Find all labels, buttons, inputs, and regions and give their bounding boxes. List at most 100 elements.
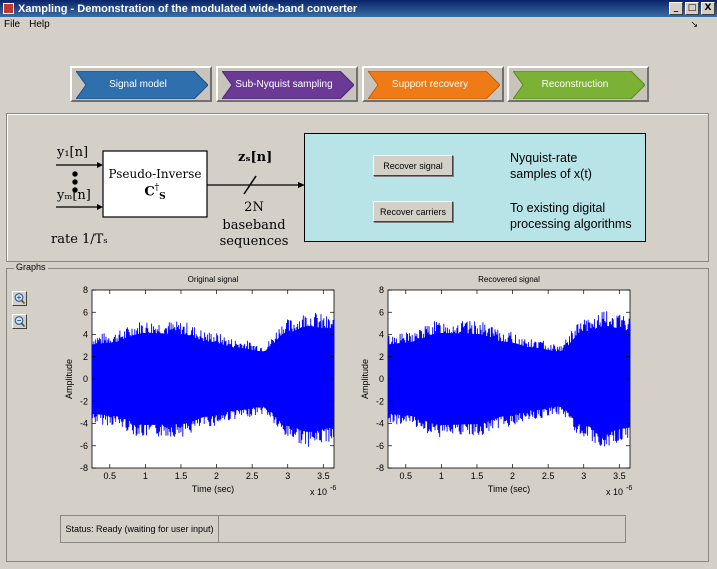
- y-tick-label: 2: [83, 352, 88, 362]
- reconstruction-button[interactable]: Reconstruction: [507, 66, 649, 102]
- y-tick-label: -6: [376, 441, 384, 451]
- support-recovery-arrow: [368, 71, 500, 99]
- result-1-line-1: Nyquist-rate: [510, 151, 578, 165]
- y-tick-label: -4: [376, 419, 384, 429]
- result-2-line-1: To existing digital: [510, 201, 606, 215]
- close-button[interactable]: X: [701, 2, 715, 15]
- y-tick-label: -6: [80, 441, 88, 451]
- zoom-out-button[interactable]: [12, 314, 27, 329]
- x-tick-label: 2: [510, 471, 515, 481]
- x-tick-label: 1.5: [471, 471, 484, 481]
- rate-label: rate 1/Tₛ: [51, 232, 108, 247]
- support-recovery-label: Support recovery: [391, 78, 469, 90]
- x-axis-label: Time (sec): [488, 484, 530, 494]
- graphs-legend: Graphs: [14, 262, 48, 272]
- x-exponent-power: -6: [330, 485, 336, 492]
- x-tick-label: 0.5: [400, 471, 413, 481]
- x-exponent-label: x 10: [606, 487, 623, 497]
- ellipsis-dot-2: [72, 179, 78, 185]
- recover-signal-button[interactable]: Recover signal: [373, 155, 453, 176]
- diagram-panel: [6, 113, 709, 262]
- window-controls: _ □ X: [669, 2, 715, 15]
- status-text: Status: Ready (waiting for user input): [61, 516, 219, 542]
- recover-carriers-button[interactable]: Recover carriers: [373, 201, 453, 222]
- x-axis-label: Time (sec): [192, 484, 234, 494]
- minimize-button[interactable]: _: [669, 2, 683, 15]
- x-tick-label: 3: [285, 471, 290, 481]
- x-exponent-label: x 10: [310, 487, 327, 497]
- menu-help[interactable]: Help: [29, 18, 50, 30]
- window-title: Xampling - Demonstration of the modulate…: [18, 2, 358, 15]
- zoom-out-icon: [14, 316, 26, 328]
- signal-model-label: Signal model: [109, 78, 167, 90]
- output-desc-2: sequences: [219, 234, 289, 249]
- x-exponent-power: -6: [626, 485, 632, 492]
- title-bar: Xampling - Demonstration of the modulate…: [0, 0, 717, 17]
- x-tick-label: 3: [581, 471, 586, 481]
- x-tick-label: 1: [143, 471, 148, 481]
- result-2-text: To existing digital processing algorithm…: [510, 200, 632, 232]
- y-tick-label: 4: [379, 330, 384, 340]
- output-label: zₛ[n]: [238, 150, 273, 165]
- y-tick-label: 0: [379, 374, 384, 384]
- menu-bar: File Help ↘: [0, 17, 717, 31]
- x-tick-label: 1.5: [175, 471, 188, 481]
- result-1-line-2: samples of x(t): [510, 167, 592, 181]
- status-panel: Status: Ready (waiting for user input): [60, 515, 626, 543]
- chart-title: Original signal: [188, 275, 239, 284]
- graphs-panel: [6, 268, 709, 562]
- sub-nyquist-arrow: [222, 71, 354, 99]
- reconstruction-label: Reconstruction: [541, 78, 609, 90]
- signal-model-button[interactable]: Signal model: [70, 66, 212, 102]
- result-1-text: Nyquist-rate samples of x(t): [510, 150, 592, 182]
- signal-model-arrow: [76, 71, 208, 99]
- input-label-bottom: yₘ[n]: [57, 188, 91, 203]
- x-tick-label: 1: [439, 471, 444, 481]
- support-recovery-button[interactable]: Support recovery: [362, 66, 504, 102]
- reconstruction-arrow: [513, 71, 645, 99]
- sub-nyquist-sampling-button[interactable]: Sub-Nyquist sampling: [216, 66, 358, 102]
- dock-icon[interactable]: ↘: [690, 18, 698, 29]
- x-tick-label: 2: [214, 471, 219, 481]
- chart-title: Recovered signal: [478, 275, 540, 284]
- bus-slash: [243, 175, 257, 195]
- y-tick-label: -4: [80, 419, 88, 429]
- y-axis-label: Amplitude: [360, 359, 370, 399]
- result-2-line-2: processing algorithms: [510, 217, 632, 231]
- x-tick-label: 3.5: [317, 471, 330, 481]
- y-tick-label: -2: [80, 396, 88, 406]
- x-tick-label: 2.5: [542, 471, 555, 481]
- block-title: Pseudo-Inverse: [108, 167, 202, 181]
- signal-fill: [388, 326, 630, 432]
- ellipsis-dot-3: [72, 187, 78, 193]
- maximize-button[interactable]: □: [685, 2, 699, 15]
- y-tick-label: 0: [83, 374, 88, 384]
- zoom-in-icon: [14, 293, 26, 305]
- y-tick-label: -8: [80, 463, 88, 473]
- x-tick-label: 0.5: [104, 471, 117, 481]
- input-arrowhead-top: [97, 162, 103, 168]
- y-tick-label: -2: [376, 396, 384, 406]
- y-tick-label: -8: [376, 463, 384, 473]
- x-tick-label: 3.5: [613, 471, 626, 481]
- output-desc-1: baseband: [222, 218, 286, 233]
- input-arrowhead-bottom: [97, 204, 103, 210]
- ellipsis-dot-1: [72, 171, 78, 177]
- y-axis-label: Amplitude: [64, 359, 74, 399]
- sub-nyquist-sampling-label: Sub-Nyquist sampling: [235, 78, 333, 90]
- original-signal-chart: 0.5 1 1.5 2 2.5 3 3.5 -8 -6 -4 -2 0 2 4 6 8 Original sig…: [64, 275, 336, 497]
- menu-file[interactable]: File: [4, 18, 21, 30]
- output-arrowhead: [298, 182, 305, 188]
- y-tick-label: 4: [83, 330, 88, 340]
- recovery-panel: [304, 133, 646, 242]
- zoom-in-button[interactable]: [12, 291, 27, 306]
- output-count: 2N: [244, 200, 264, 215]
- y-tick-label: 6: [379, 307, 384, 317]
- y-tick-label: 6: [83, 307, 88, 317]
- signal-fill: [92, 326, 334, 432]
- block-math: C†S: [144, 183, 166, 202]
- y-tick-label: 2: [379, 352, 384, 362]
- pseudo-inverse-block: [102, 150, 208, 218]
